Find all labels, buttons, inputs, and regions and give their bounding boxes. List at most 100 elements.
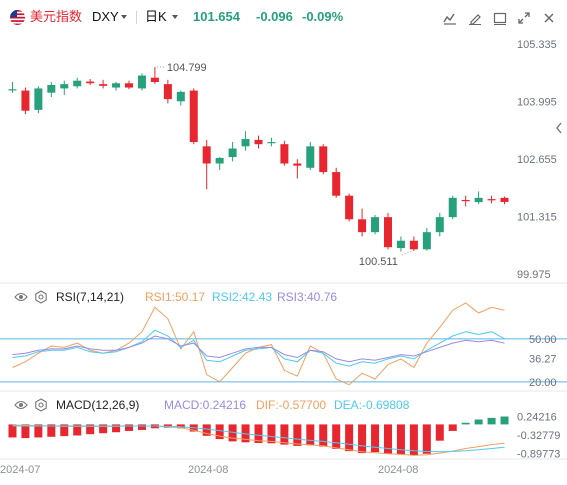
macd-y-tick-label: 0.24216 [517, 412, 557, 424]
macd-histogram-bar [306, 424, 315, 446]
rsi3-value: RSI3:40.76 [277, 290, 338, 304]
candle-body [345, 195, 354, 220]
candle-body [461, 199, 470, 202]
macd-histogram-bar [47, 424, 56, 437]
candle-body [396, 240, 405, 249]
macd-y-tick-label: -0.32779 [517, 430, 560, 442]
candle-body [21, 90, 30, 111]
macd-histogram-bar [422, 424, 431, 454]
macd-histogram-bar [448, 424, 457, 431]
candle-body [202, 146, 211, 164]
candle-body [487, 199, 496, 201]
candle-body [306, 146, 315, 168]
y-tick-label: 105.335 [517, 39, 557, 51]
macd-histogram-bar [435, 424, 444, 441]
rsi-title[interactable]: RSI(7,14,21) [56, 290, 125, 304]
macd-histogram-bar [280, 424, 289, 445]
candlestick-chart[interactable]: 105.335 103.995 102.655 101.315 99.975 104.79… [0, 34, 567, 485]
eye-icon[interactable] [14, 291, 28, 303]
candle-body [448, 197, 457, 218]
x-tick-label: 2024-08 [378, 464, 418, 476]
candle-body [332, 172, 341, 196]
price-change: -0.096 [256, 9, 293, 24]
price-change-pct: -0.09% [302, 9, 344, 24]
rsi1-value: RSI1:50.17 [145, 290, 206, 304]
symbol-name[interactable]: 美元指数 [30, 9, 83, 24]
macd-histogram-bar [241, 424, 250, 443]
macd-histogram-bar [293, 424, 302, 446]
x-tick-label: 2024-08 [188, 464, 228, 476]
candle-body [409, 240, 418, 250]
candle-body [8, 89, 17, 91]
candle-body [422, 232, 431, 250]
candle-body [474, 197, 483, 203]
candle-body [189, 90, 198, 143]
macd-legend: MACD(12,26,9) MACD:0.24216 DIF:-0.57700 … [0, 397, 567, 413]
indicator-settings-icon [443, 13, 456, 25]
candle-body [241, 139, 250, 147]
collapse-arrow-icon [556, 122, 562, 134]
caret-down-icon[interactable] [121, 15, 127, 19]
candle-body [150, 77, 159, 82]
macd-histogram-bar [396, 424, 405, 455]
period-selector[interactable]: 日K [145, 9, 167, 24]
candle-body [371, 217, 380, 233]
collapse-panel-button[interactable] [553, 118, 565, 138]
candle-body [86, 81, 95, 84]
candle-body [215, 157, 224, 164]
divider [136, 11, 137, 24]
rsi-legend: RSI(7,14,21) RSI1:50.17 RSI2:42.43 RSI3:… [0, 289, 567, 305]
screenshot-button[interactable] [490, 9, 510, 27]
candle-body [137, 75, 146, 89]
macd-histogram-bar [73, 424, 82, 436]
macd-histogram-bar [8, 424, 17, 438]
x-tick-label: 2024-07 [0, 464, 40, 476]
macd-title[interactable]: MACD(12,26,9) [56, 398, 140, 412]
macd-histogram-bar [137, 424, 146, 430]
draw-button[interactable] [465, 9, 485, 27]
macd-value: MACD:0.24216 [164, 398, 247, 412]
candle-body [383, 217, 392, 248]
caret-down-icon[interactable] [172, 15, 178, 19]
indicator-settings-button[interactable] [440, 9, 460, 27]
macd-histogram-bar [500, 416, 509, 425]
symbol-code[interactable]: DXY [92, 9, 119, 24]
rsi-y-tick-label: 36.27 [529, 354, 557, 366]
y-tick-label: 99.975 [517, 269, 551, 281]
candle-body [73, 80, 82, 87]
candle-body [280, 144, 289, 164]
candle-body [125, 83, 134, 88]
rsi-y-tick-label: 20.00 [529, 377, 557, 389]
fullscreen-button[interactable] [514, 9, 534, 27]
eye-icon[interactable] [14, 399, 28, 411]
candle-body [267, 142, 276, 144]
macd-histogram-bar [34, 424, 43, 438]
y-tick-label: 103.995 [517, 97, 557, 109]
macd-y-tick-label: -0.89773 [517, 449, 560, 461]
macd-histogram-bar [371, 424, 380, 453]
low-marker-line [401, 250, 413, 256]
gear-icon[interactable] [34, 290, 48, 304]
macd-histogram-bar [383, 424, 392, 454]
close-button[interactable] [539, 9, 559, 27]
macd-line-dea [12, 425, 505, 453]
candle-body [500, 197, 509, 202]
macd-histogram-bar [409, 424, 418, 456]
dif-value: DIF:-0.57700 [256, 398, 327, 412]
macd-histogram-bar [228, 424, 237, 442]
macd-histogram-bar [461, 422, 470, 425]
candle-body [60, 84, 69, 89]
candle-body [358, 219, 367, 233]
rsi2-value: RSI2:42.43 [212, 290, 273, 304]
rsi-line-rsi1 [12, 302, 505, 386]
macd-histogram-bar [487, 417, 496, 425]
macd-histogram-bar [254, 424, 263, 443]
gear-icon[interactable] [34, 398, 48, 412]
y-tick-label: 102.655 [517, 154, 557, 166]
macd-histogram-bar [21, 424, 30, 439]
close-icon [544, 13, 554, 23]
macd-histogram-bar [60, 424, 69, 437]
macd-histogram-bar [112, 424, 121, 433]
macd-histogram-bar [125, 424, 134, 431]
macd-histogram-bar [345, 424, 354, 452]
